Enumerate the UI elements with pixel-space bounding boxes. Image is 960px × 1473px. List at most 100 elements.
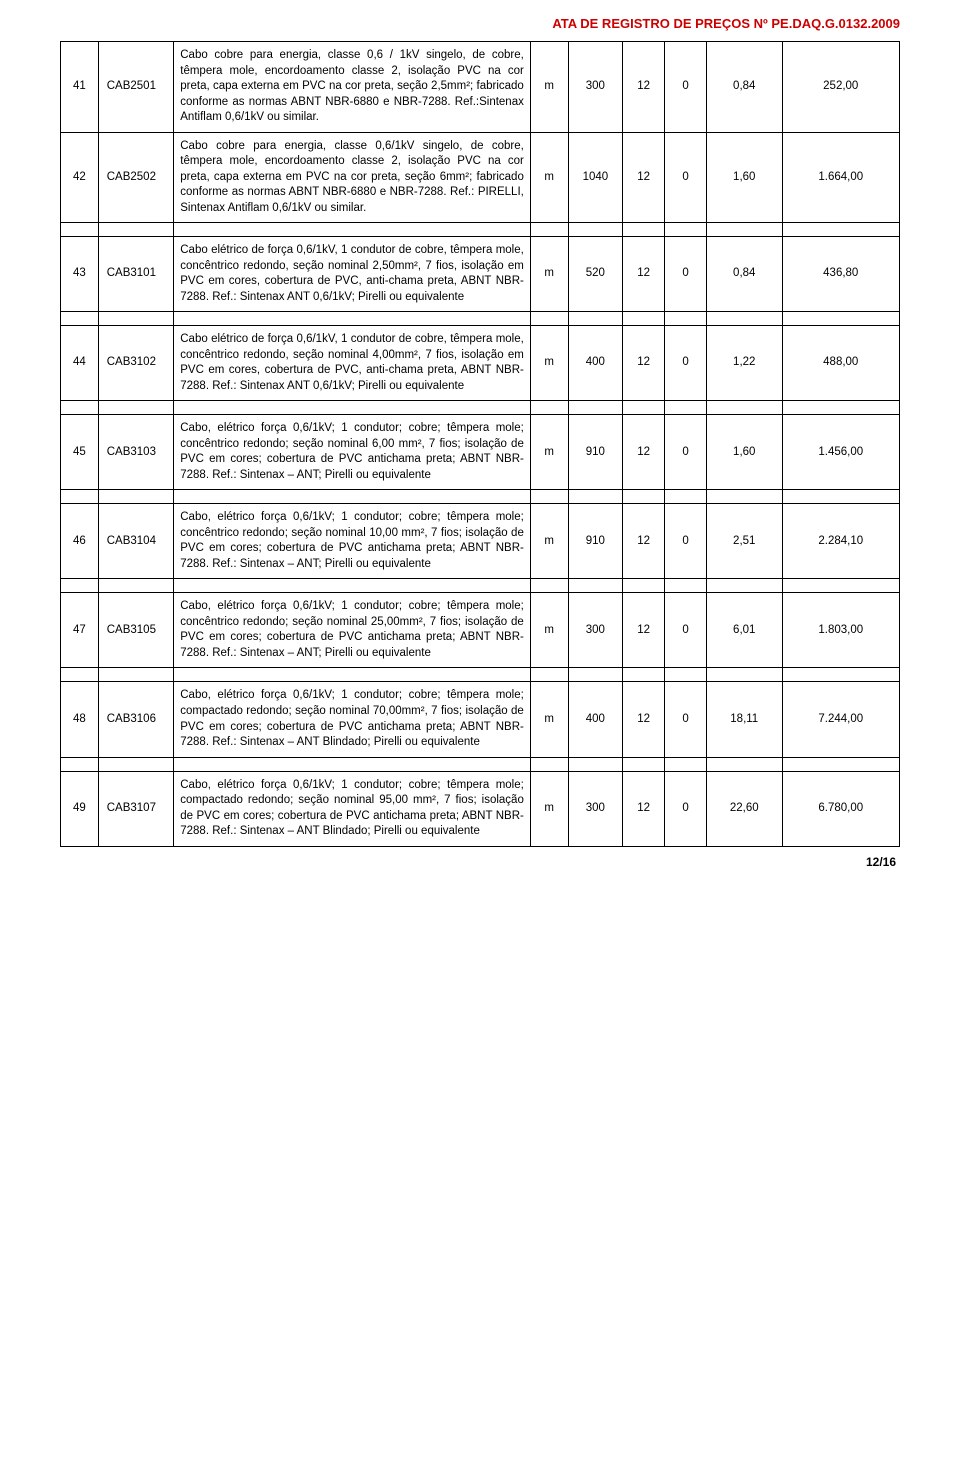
cell-desc: Cabo, elétrico força 0,6/1kV; 1 condutor…: [174, 504, 531, 579]
cell-idx: 47: [61, 593, 99, 668]
cell-idx: 42: [61, 132, 99, 223]
cell-idx: 44: [61, 326, 99, 401]
cell-price: 1,22: [707, 326, 783, 401]
cell-c1: 400: [568, 682, 623, 757]
cell-code: CAB3103: [98, 415, 174, 490]
cell-total: 6.780,00: [782, 771, 900, 846]
cell-total: 1.456,00: [782, 415, 900, 490]
cell-c1: 400: [568, 326, 623, 401]
cell-unit: m: [530, 415, 568, 490]
cell-c3: 0: [665, 132, 707, 223]
cell-c1: 300: [568, 771, 623, 846]
price-table: 41CAB2501Cabo cobre para energia, classe…: [60, 41, 900, 847]
cell-c1: 300: [568, 593, 623, 668]
cell-c2: 12: [623, 415, 665, 490]
table-row: 43CAB3101Cabo elétrico de força 0,6/1kV,…: [61, 237, 900, 312]
cell-c2: 12: [623, 593, 665, 668]
cell-price: 1,60: [707, 132, 783, 223]
table-row: 48CAB3106Cabo, elétrico força 0,6/1kV; 1…: [61, 682, 900, 757]
cell-price: 18,11: [707, 682, 783, 757]
cell-c3: 0: [665, 771, 707, 846]
spacer-row: [61, 312, 900, 326]
cell-price: 0,84: [707, 42, 783, 133]
cell-total: 1.803,00: [782, 593, 900, 668]
cell-unit: m: [530, 593, 568, 668]
cell-c3: 0: [665, 593, 707, 668]
cell-desc: Cabo, elétrico força 0,6/1kV; 1 condutor…: [174, 593, 531, 668]
cell-idx: 43: [61, 237, 99, 312]
cell-total: 2.284,10: [782, 504, 900, 579]
cell-code: CAB2501: [98, 42, 174, 133]
cell-desc: Cabo, elétrico força 0,6/1kV; 1 condutor…: [174, 415, 531, 490]
cell-c1: 1040: [568, 132, 623, 223]
cell-c3: 0: [665, 504, 707, 579]
cell-price: 2,51: [707, 504, 783, 579]
cell-c1: 910: [568, 504, 623, 579]
cell-code: CAB3102: [98, 326, 174, 401]
cell-total: 7.244,00: [782, 682, 900, 757]
cell-total: 436,80: [782, 237, 900, 312]
cell-unit: m: [530, 42, 568, 133]
cell-c3: 0: [665, 42, 707, 133]
cell-code: CAB2502: [98, 132, 174, 223]
table-row: 42CAB2502Cabo cobre para energia, classe…: [61, 132, 900, 223]
table-row: 46CAB3104Cabo, elétrico força 0,6/1kV; 1…: [61, 504, 900, 579]
page: ATA DE REGISTRO DE PREÇOS Nº PE.DAQ.G.01…: [0, 0, 960, 899]
cell-desc: Cabo cobre para energia, classe 0,6/1kV …: [174, 132, 531, 223]
table-row: 49CAB3107Cabo, elétrico força 0,6/1kV; 1…: [61, 771, 900, 846]
cell-desc: Cabo elétrico de força 0,6/1kV, 1 condut…: [174, 237, 531, 312]
table-row: 41CAB2501Cabo cobre para energia, classe…: [61, 42, 900, 133]
cell-c1: 910: [568, 415, 623, 490]
cell-desc: Cabo, elétrico força 0,6/1kV; 1 condutor…: [174, 682, 531, 757]
cell-unit: m: [530, 682, 568, 757]
cell-code: CAB3104: [98, 504, 174, 579]
cell-price: 1,60: [707, 415, 783, 490]
cell-unit: m: [530, 132, 568, 223]
table-row: 45CAB3103Cabo, elétrico força 0,6/1kV; 1…: [61, 415, 900, 490]
cell-c2: 12: [623, 132, 665, 223]
cell-desc: Cabo elétrico de força 0,6/1kV, 1 condut…: [174, 326, 531, 401]
cell-code: CAB3101: [98, 237, 174, 312]
cell-code: CAB3105: [98, 593, 174, 668]
cell-c2: 12: [623, 771, 665, 846]
spacer-row: [61, 579, 900, 593]
spacer-row: [61, 757, 900, 771]
cell-unit: m: [530, 237, 568, 312]
cell-desc: Cabo cobre para energia, classe 0,6 / 1k…: [174, 42, 531, 133]
cell-price: 0,84: [707, 237, 783, 312]
cell-total: 488,00: [782, 326, 900, 401]
cell-unit: m: [530, 326, 568, 401]
spacer-row: [61, 401, 900, 415]
cell-c3: 0: [665, 415, 707, 490]
cell-c3: 0: [665, 326, 707, 401]
cell-c3: 0: [665, 237, 707, 312]
cell-c2: 12: [623, 237, 665, 312]
cell-code: CAB3106: [98, 682, 174, 757]
cell-c1: 520: [568, 237, 623, 312]
cell-total: 252,00: [782, 42, 900, 133]
cell-c2: 12: [623, 42, 665, 133]
table-row: 47CAB3105Cabo, elétrico força 0,6/1kV; 1…: [61, 593, 900, 668]
cell-desc: Cabo, elétrico força 0,6/1kV; 1 condutor…: [174, 771, 531, 846]
cell-price: 6,01: [707, 593, 783, 668]
table-row: 44CAB3102Cabo elétrico de força 0,6/1kV,…: [61, 326, 900, 401]
spacer-row: [61, 223, 900, 237]
cell-unit: m: [530, 771, 568, 846]
spacer-row: [61, 668, 900, 682]
cell-c2: 12: [623, 326, 665, 401]
page-footer: 12/16: [60, 855, 900, 869]
cell-idx: 45: [61, 415, 99, 490]
page-title: ATA DE REGISTRO DE PREÇOS Nº PE.DAQ.G.01…: [60, 16, 900, 31]
cell-c1: 300: [568, 42, 623, 133]
spacer-row: [61, 490, 900, 504]
cell-total: 1.664,00: [782, 132, 900, 223]
cell-price: 22,60: [707, 771, 783, 846]
cell-code: CAB3107: [98, 771, 174, 846]
cell-idx: 48: [61, 682, 99, 757]
cell-unit: m: [530, 504, 568, 579]
cell-c2: 12: [623, 504, 665, 579]
cell-idx: 41: [61, 42, 99, 133]
cell-idx: 46: [61, 504, 99, 579]
cell-idx: 49: [61, 771, 99, 846]
cell-c2: 12: [623, 682, 665, 757]
